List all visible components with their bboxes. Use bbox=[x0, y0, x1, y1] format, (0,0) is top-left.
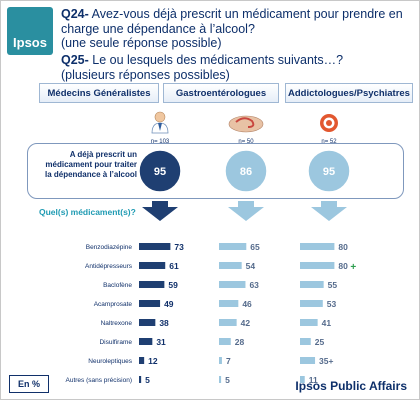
bar bbox=[139, 262, 166, 269]
category-label: Benzodiazépine bbox=[86, 244, 133, 251]
category-label: Baclofène bbox=[103, 282, 132, 289]
bar-value-label: 42 bbox=[241, 318, 251, 328]
significance-mark: + bbox=[350, 262, 356, 273]
bar bbox=[219, 281, 246, 288]
bar-value-label: 11 bbox=[309, 375, 318, 385]
bar-value-label: 41 bbox=[322, 318, 332, 328]
doctor-icon-head bbox=[154, 111, 166, 123]
bar-value-label: 28 bbox=[235, 337, 245, 347]
header-gastro: Gastroentérologues bbox=[163, 83, 279, 103]
arrow-down bbox=[228, 201, 264, 221]
bar bbox=[300, 281, 324, 288]
bar bbox=[139, 357, 145, 364]
bar bbox=[300, 376, 305, 383]
bar-value-label: 49 bbox=[164, 299, 174, 309]
total-circle bbox=[138, 149, 182, 193]
bar bbox=[139, 281, 165, 288]
bar-value-label: 7 bbox=[226, 356, 231, 366]
bar bbox=[300, 300, 323, 307]
bar bbox=[139, 243, 171, 250]
question-q25: Q25- Le ou lesquels des médicaments suiv… bbox=[61, 53, 343, 82]
logo-text: Ipsos bbox=[13, 35, 47, 50]
category-label: Naltrexone bbox=[101, 320, 133, 327]
category-label: Autres (sans précision) bbox=[66, 377, 132, 384]
prescribed-label: A déjà prescrit un médicament pour trait… bbox=[44, 150, 137, 179]
q25-code: Q25- bbox=[61, 53, 89, 67]
bar-value-label: 73 bbox=[174, 242, 184, 252]
bar bbox=[139, 319, 156, 326]
total-circle bbox=[224, 149, 268, 193]
bar-value-label: 80 bbox=[338, 261, 348, 271]
bar bbox=[300, 319, 318, 326]
bar-value-label: 54 bbox=[246, 261, 256, 271]
total-value: 86 bbox=[240, 166, 252, 178]
total-value: 95 bbox=[154, 166, 166, 178]
bar bbox=[219, 376, 222, 383]
q24-code: Q24- bbox=[61, 7, 89, 21]
category-label: Acamprosate bbox=[94, 301, 133, 308]
bar-value-label: 31 bbox=[156, 337, 166, 347]
ipsos-logo: Ipsos bbox=[7, 7, 53, 55]
bar bbox=[300, 357, 316, 364]
bar-value-label: 80 bbox=[338, 242, 348, 252]
bar bbox=[139, 376, 142, 383]
bar-value-label: 46 bbox=[242, 299, 252, 309]
unit-label: En % bbox=[9, 375, 49, 393]
bar bbox=[300, 262, 335, 269]
total-circle bbox=[307, 149, 351, 193]
bar-value-label: 5 bbox=[225, 375, 230, 385]
total-value: 95 bbox=[323, 166, 335, 178]
target-icon-inner bbox=[326, 120, 332, 126]
stomach-icon-organ bbox=[235, 117, 255, 128]
bar bbox=[300, 338, 311, 345]
category-label: Neuroleptiques bbox=[88, 358, 132, 365]
bar-value-label: 59 bbox=[168, 280, 178, 290]
bar-value-label: 63 bbox=[249, 280, 259, 290]
which-drugs-label: Quel(s) médicament(s)? bbox=[39, 207, 136, 217]
bar-value-label: 35+ bbox=[319, 356, 333, 366]
bar bbox=[300, 243, 335, 250]
sample-size-label: n= 103 bbox=[151, 139, 170, 145]
q24-note: (une seule réponse possible) bbox=[61, 36, 222, 50]
bar bbox=[219, 319, 237, 326]
q25-text: Le ou lesquels des médicaments suivants…… bbox=[92, 53, 344, 67]
bar bbox=[219, 300, 239, 307]
bar-value-label: 53 bbox=[327, 299, 337, 309]
question-q24: Q24- Avez-vous déjà prescrit un médicame… bbox=[61, 7, 419, 51]
bar bbox=[219, 262, 242, 269]
category-label: Disulfirame bbox=[99, 339, 132, 346]
prescribed-box bbox=[27, 143, 404, 199]
footer-brand: Ipsos Public Affairs bbox=[295, 379, 407, 393]
doctor-icon-tie bbox=[158, 123, 162, 131]
q24-text: Avez-vous déjà prescrit un médicament po… bbox=[61, 7, 403, 36]
bar-value-label: 25 bbox=[315, 337, 325, 347]
bar-value-label: 12 bbox=[148, 356, 158, 366]
arrow-down bbox=[142, 201, 178, 221]
bar bbox=[219, 243, 247, 250]
header-generalistes: Médecins Généralistes bbox=[39, 83, 159, 103]
header-addicto: Addictologues/Psychiatres bbox=[285, 83, 413, 103]
sample-size-label: n= 52 bbox=[321, 139, 337, 145]
bar bbox=[139, 300, 161, 307]
bar-value-label: 65 bbox=[250, 242, 260, 252]
bar bbox=[139, 338, 153, 345]
q25-note: (plusieurs réponses possibles) bbox=[61, 67, 230, 82]
bar-value-label: 55 bbox=[328, 280, 338, 290]
bar bbox=[219, 338, 231, 345]
bar-value-label: 5 bbox=[145, 375, 150, 385]
sample-size-label: n= 50 bbox=[238, 139, 254, 145]
bar bbox=[219, 357, 222, 364]
bar-value-label: 38 bbox=[159, 318, 169, 328]
bar-value-label: 61 bbox=[169, 261, 179, 271]
category-label: Antidépresseurs bbox=[85, 263, 133, 270]
arrow-down bbox=[311, 201, 347, 221]
